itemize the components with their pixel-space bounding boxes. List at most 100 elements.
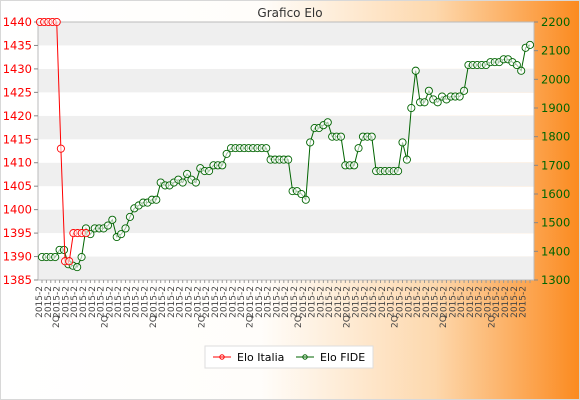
x-tick-label: 2015-2: [211, 286, 221, 318]
legend-entry-elo-italia: Elo Italia: [213, 351, 284, 364]
x-tick-label-alt: 2Q: [391, 315, 401, 328]
data-point-elo-fide: [222, 149, 231, 158]
x-tick-label: 2015-2: [79, 286, 89, 318]
left-tick-label: 1440: [3, 15, 32, 29]
data-point-elo-fide: [336, 132, 346, 141]
data-point-elo-italia: [52, 17, 61, 27]
data-point-elo-fide: [284, 155, 293, 164]
data-point-elo-fide: [205, 167, 214, 176]
x-tick-label: 2015-2: [114, 286, 124, 318]
data-point-elo-fide: [77, 253, 86, 262]
x-tick-label: 2015-2: [220, 286, 230, 318]
x-tick-label-alt: 2Q: [439, 315, 449, 328]
x-tick-label: 2015-2: [158, 286, 168, 318]
data-point-elo-fide: [455, 92, 464, 101]
data-point-elo-fide: [117, 230, 126, 239]
left-tick-label: 1435: [3, 38, 32, 52]
right-tick-label: 1300: [541, 273, 570, 287]
x-tick-label: 2015-2: [141, 286, 151, 318]
x-tick-label: 2015-2: [202, 286, 212, 318]
data-point-elo-fide: [424, 86, 433, 95]
x-tick-label: 2015-2: [88, 286, 98, 318]
x-tick-label-alt: 2Q: [149, 315, 159, 328]
right-tick-label: 2200: [541, 15, 570, 29]
data-point-elo-fide: [433, 98, 442, 107]
left-tick-label: 1385: [3, 273, 32, 287]
data-point-elo-fide: [152, 195, 161, 204]
x-tick-label-alt: 2Q: [197, 315, 207, 328]
right-tick-label: 1500: [541, 216, 570, 230]
data-point-elo-italia: [56, 144, 65, 153]
data-point-elo-fide: [323, 118, 332, 127]
data-point-elo-fide: [517, 66, 526, 75]
legend-label-elo-italia: Elo Italia: [237, 351, 284, 364]
right-tick-label: 1700: [541, 158, 570, 172]
x-tick-label: 2015-2: [422, 286, 432, 318]
x-tick-label: 2015-2: [290, 286, 300, 318]
data-point-elo-fide: [394, 167, 403, 176]
x-tick-label: 2015-2: [237, 286, 247, 318]
grid-band: [38, 115, 534, 140]
x-tick-label: 2015-2: [466, 286, 476, 318]
x-tick-label: 2015-2: [193, 286, 203, 318]
x-tick-label: 2015-2: [369, 286, 379, 318]
x-tick-label: 2015-2: [246, 286, 256, 318]
left-tick-label: 1420: [3, 109, 32, 123]
left-tick-label: 1430: [3, 62, 32, 76]
data-point-elo-fide: [183, 169, 192, 178]
x-tick-label: 2015-2: [97, 286, 107, 318]
data-point-elo-fide: [367, 132, 376, 141]
x-tick-label: 2015-2: [413, 286, 423, 318]
left-tick-label: 1410: [3, 156, 32, 170]
x-tick-label-alt: 2Q: [101, 315, 111, 328]
data-point-elo-fide: [411, 66, 420, 75]
x-tick-label: 2015-2: [228, 286, 238, 318]
data-point-elo-italia: [81, 229, 90, 238]
left-tick-label: 1415: [3, 132, 32, 146]
grid-band: [38, 22, 534, 46]
plot-grid-bands: [38, 22, 534, 280]
x-tick-label: 2015-2: [404, 286, 414, 318]
data-point-elo-fide: [350, 161, 359, 170]
left-tick-label: 1390: [3, 250, 32, 264]
x-tick-label-alt: 2Q: [246, 315, 256, 328]
x-tick-label-alt: 2Q: [294, 315, 304, 328]
grid-band: [38, 233, 534, 257]
plot-area-border: [37, 21, 535, 281]
left-tick-label: 1405: [3, 179, 32, 193]
x-tick-label: 2015-2: [325, 286, 335, 318]
data-point-elo-fide: [407, 103, 416, 113]
left-axis-ticks: 1385 1390 1395 1400 1405 1410 1415 1420 1425 1430…: [3, 15, 38, 287]
x-tick-label: 2015-2: [70, 286, 80, 318]
x-tick-label: 2015-2: [378, 286, 388, 318]
grid-band: [38, 256, 534, 280]
x-tick-label: 2015-2: [501, 286, 511, 318]
data-point-elo-fide: [178, 178, 187, 187]
grid-band: [38, 162, 534, 187]
grid-band: [38, 139, 534, 163]
legend-box: [204, 345, 374, 369]
series-layer: [35, 17, 535, 272]
right-tick-label: 1900: [541, 101, 570, 115]
x-tick-label-alt: 2Q: [52, 315, 62, 328]
right-tick-label: 2000: [541, 72, 570, 86]
data-point-elo-fide: [108, 215, 117, 224]
x-tick-label: 2015-2: [281, 286, 291, 318]
data-point-elo-fide: [191, 178, 200, 187]
legend-entry-elo-fide: Elo FIDE: [296, 351, 365, 364]
x-axis-ticks: 2015-22015-22Q2015-22015-22015-22015-220…: [35, 280, 531, 328]
left-tick-label: 1395: [3, 226, 32, 240]
x-tick-label: 2015-2: [255, 286, 265, 318]
right-tick-label: 1400: [541, 244, 570, 258]
data-point-elo-fide: [354, 144, 363, 153]
x-tick-label: 2015-2: [184, 286, 194, 318]
data-point-elo-italia: [65, 257, 74, 266]
grid-band: [38, 186, 534, 210]
right-axis-ticks: 1300 1400 1500 1600 1700 1800 1900 2000 2100 2200: [534, 15, 570, 287]
data-point-elo-fide: [218, 161, 227, 170]
x-tick-label: 2015-2: [308, 286, 318, 318]
x-tick-label: 2015-2: [132, 286, 142, 318]
data-point-elo-fide: [125, 212, 134, 221]
data-point-elo-fide: [103, 221, 112, 230]
